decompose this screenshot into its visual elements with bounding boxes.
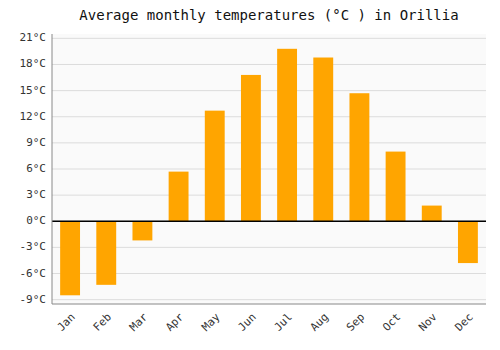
y-tick-label: -9°C: [20, 293, 47, 306]
bar: [205, 111, 225, 222]
chart-title: Average monthly temperatures (°C ) in Or…: [79, 7, 458, 23]
grid-line: [52, 195, 486, 196]
bar: [313, 58, 333, 222]
bar: [132, 221, 152, 240]
bar: [349, 93, 369, 221]
y-tick-label: 0°C: [26, 214, 46, 227]
y-tick-label: -3°C: [20, 240, 47, 253]
grid: [52, 38, 486, 299]
x-ticks: Jan Feb Mar Apr May Jun Jul Aug Sep Oct Nov Dec: [55, 310, 476, 334]
x-tick-label: Jul: [272, 311, 295, 334]
x-tick-label: May: [199, 310, 223, 334]
bar: [277, 49, 297, 221]
x-tick-label: Dec: [452, 311, 475, 334]
grid-line: [52, 221, 486, 222]
chart-container: -9°C -6°C -3°C 0°C 3°C 6°C 9°C 12°C 15°C 18°C 21°C…: [0, 0, 500, 350]
bar: [241, 75, 261, 221]
grid-line: [52, 90, 486, 91]
y-tick-label: 18°C: [20, 57, 47, 70]
y-tick-label: 15°C: [20, 84, 47, 97]
x-tick-label: Nov: [416, 310, 440, 334]
x-tick-label: Mar: [127, 310, 151, 334]
x-tick-label: Feb: [91, 311, 114, 334]
y-axis-line: [52, 34, 53, 304]
bar: [96, 221, 116, 285]
grid-line: [52, 169, 486, 170]
plot-area: [52, 34, 486, 304]
bar: [169, 172, 189, 222]
y-tick-label: 6°C: [26, 162, 46, 175]
grid-line: [52, 142, 486, 143]
bar: [386, 152, 406, 222]
y-tick-label: -6°C: [20, 267, 47, 280]
y-tick-label: 3°C: [26, 188, 46, 201]
grid-line: [52, 116, 486, 117]
y-tick-label: 9°C: [26, 136, 46, 149]
bar: [422, 206, 442, 222]
x-tick-label: Aug: [308, 311, 331, 334]
grid-line: [52, 38, 486, 39]
bar: [60, 221, 80, 295]
x-tick-label: Oct: [380, 311, 403, 334]
x-tick-label: Jan: [55, 311, 78, 334]
x-tick-label: Jun: [235, 311, 258, 334]
zero-line: [52, 221, 486, 223]
x-tick-label: Sep: [344, 311, 367, 334]
chart-svg: -9°C -6°C -3°C 0°C 3°C 6°C 9°C 12°C 15°C 18°C 21°C…: [0, 0, 500, 350]
x-tick-label: Apr: [163, 310, 187, 334]
y-tick-label: 21°C: [20, 31, 47, 44]
grid-line: [52, 247, 486, 248]
y-ticks: -9°C -6°C -3°C 0°C 3°C 6°C 9°C 12°C 15°C 18°C 21°C: [20, 31, 47, 305]
grid-line: [52, 299, 486, 300]
y-tick-label: 12°C: [20, 110, 47, 123]
grid-line: [52, 273, 486, 274]
grid-line: [52, 64, 486, 65]
bars: [60, 49, 478, 295]
x-axis-line: [52, 304, 486, 305]
bar: [458, 221, 478, 263]
